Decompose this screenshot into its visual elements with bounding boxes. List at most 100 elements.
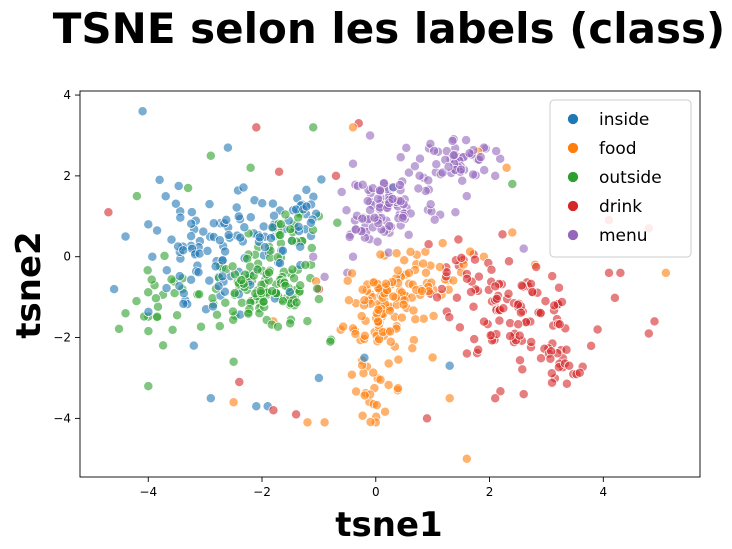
point-inside <box>305 217 316 228</box>
point-drink <box>473 344 484 355</box>
point-food <box>359 330 370 341</box>
point-food <box>385 326 396 337</box>
point-food <box>434 262 445 272</box>
point-drink <box>454 322 465 333</box>
point-inside <box>284 287 295 297</box>
point-inside <box>233 211 244 222</box>
point-drink <box>456 252 467 263</box>
point-food <box>319 417 330 428</box>
point-inside <box>275 258 285 269</box>
point-food <box>408 305 419 316</box>
point-outside <box>313 294 324 305</box>
point-drink <box>504 256 514 267</box>
point-outside <box>275 230 286 241</box>
point-drink <box>526 337 537 347</box>
point-drink <box>609 292 620 303</box>
point-drink <box>531 262 542 272</box>
point-inside <box>251 401 262 412</box>
point-food <box>365 417 376 427</box>
point-outside <box>229 288 240 299</box>
point-food <box>302 417 313 428</box>
point-inside <box>160 191 171 202</box>
point-inside <box>204 275 215 286</box>
point-drink <box>592 324 603 335</box>
point-inside <box>213 281 224 292</box>
point-menu <box>450 207 461 218</box>
point-drink <box>643 328 654 339</box>
point-drink <box>494 315 505 326</box>
point-outside <box>285 318 296 329</box>
point-food <box>410 314 421 325</box>
point-outside <box>252 264 263 275</box>
point-drink <box>540 296 551 307</box>
point-drink <box>649 316 660 327</box>
point-food <box>507 227 518 238</box>
point-food <box>408 335 419 346</box>
point-food <box>428 311 439 321</box>
point-menu <box>365 205 376 216</box>
point-food <box>393 383 403 394</box>
point-menu <box>475 152 486 163</box>
point-drink <box>505 331 516 342</box>
point-food <box>375 249 386 260</box>
point-menu <box>350 224 361 235</box>
x-axis-label: tsne1 <box>335 505 442 545</box>
y-tick-label: 0 <box>63 250 71 264</box>
point-menu <box>448 150 459 161</box>
point-inside <box>161 283 172 294</box>
point-menu <box>365 130 376 141</box>
y-axis-ticks: −4 −2 0 2 4 <box>53 88 80 425</box>
point-drink <box>505 318 516 329</box>
point-menu <box>373 193 383 204</box>
point-drink <box>468 301 479 312</box>
point-drink <box>513 319 524 330</box>
point-food <box>347 268 358 279</box>
point-drink <box>518 389 529 400</box>
point-outside <box>143 326 154 337</box>
point-outside <box>306 243 317 253</box>
point-inside <box>257 198 268 209</box>
point-outside <box>146 274 157 285</box>
point-menu <box>461 191 472 202</box>
point-menu <box>461 135 472 146</box>
legend-label-drink: drink <box>599 197 642 217</box>
point-outside <box>286 235 297 246</box>
point-food <box>660 267 671 278</box>
legend-box <box>549 99 692 258</box>
legend-marker-inside <box>567 113 579 125</box>
point-inside <box>174 281 185 292</box>
point-food <box>384 305 395 316</box>
legend-marker-drink <box>567 200 579 212</box>
point-menu <box>387 194 398 204</box>
point-menu <box>369 212 380 223</box>
point-menu <box>495 153 506 164</box>
point-inside <box>178 298 189 309</box>
legend-marker-menu <box>567 229 579 241</box>
point-menu <box>468 169 479 180</box>
point-menu <box>518 243 529 254</box>
point-menu <box>395 180 405 190</box>
point-outside <box>143 287 154 298</box>
point-drink <box>451 292 462 303</box>
point-drink <box>432 292 443 303</box>
point-food <box>373 304 384 315</box>
point-drink <box>547 377 557 388</box>
point-menu <box>403 229 414 240</box>
x-tick-label: −2 <box>253 485 271 499</box>
point-drink <box>516 280 527 291</box>
point-food <box>368 277 379 288</box>
point-food <box>358 368 369 379</box>
point-food <box>418 313 429 324</box>
point-outside <box>291 297 302 308</box>
point-inside <box>238 182 249 193</box>
point-drink <box>103 207 114 218</box>
point-inside <box>186 231 197 242</box>
point-food <box>375 374 386 385</box>
point-inside <box>245 212 256 223</box>
point-menu <box>395 152 406 163</box>
point-drink <box>503 288 514 299</box>
y-tick-label: 4 <box>63 88 71 102</box>
point-inside <box>221 214 232 225</box>
point-drink <box>461 348 472 359</box>
point-outside <box>142 265 153 276</box>
